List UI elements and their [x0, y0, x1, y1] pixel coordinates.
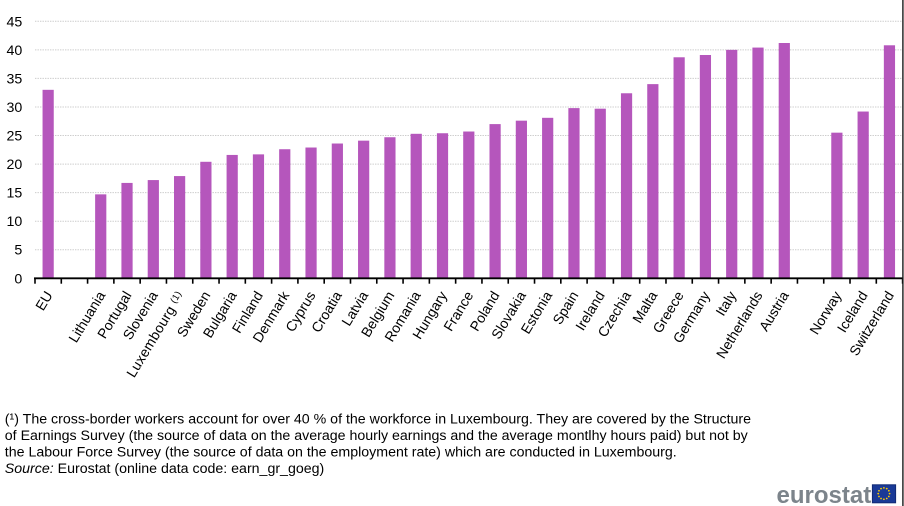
svg-text:35: 35: [7, 71, 23, 87]
svg-text:10: 10: [7, 214, 23, 230]
svg-text:Source: Eurostat (online data: Source: Eurostat (online data code: earn…: [5, 461, 324, 477]
svg-text:5: 5: [14, 243, 22, 259]
svg-text:the Labour Force Survey (the s: the Labour Force Survey (the source of d…: [5, 444, 677, 460]
svg-text:30: 30: [7, 100, 23, 116]
svg-text:45: 45: [7, 14, 23, 30]
svg-text:25: 25: [7, 129, 23, 145]
svg-text:of Earnings Survey (the source: of Earnings Survey (the source of data o…: [5, 428, 749, 444]
svg-text:(¹) The cross-border workers a: (¹) The cross-border workers account for…: [5, 411, 751, 427]
svg-text:EU: EU: [32, 288, 56, 313]
svg-text:20: 20: [7, 157, 23, 173]
svg-text:15: 15: [7, 186, 23, 202]
svg-text:0: 0: [14, 271, 22, 287]
svg-text:eurostat: eurostat: [777, 482, 872, 506]
svg-text:40: 40: [7, 43, 23, 59]
